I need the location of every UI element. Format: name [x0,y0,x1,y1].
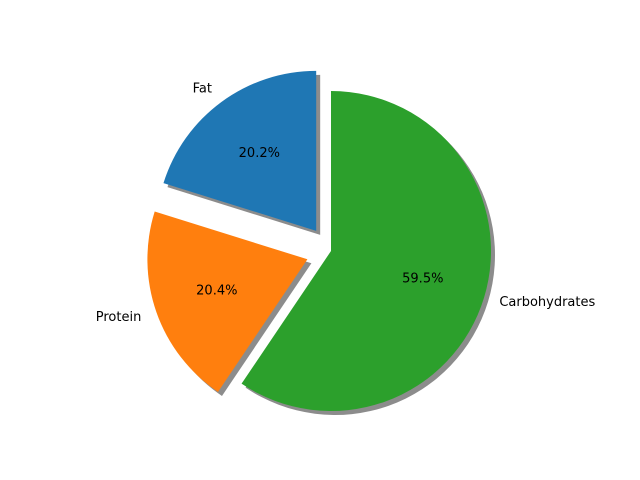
pie-category-label-fat: Fat [193,82,212,97]
pie-category-label-protein: Protein [96,310,142,325]
pie-slice-protein [147,211,308,392]
pie-percent-label-protein: 20.4% [196,284,237,299]
slice-layer [147,70,491,411]
pie-slice-carbohydrates [241,91,491,411]
pie-percent-label-carbohydrates: 59.5% [402,272,443,287]
label-layer: 20.2% Fat 20.4% Protein 59.5% Carbohydrates [96,82,596,325]
pie-category-label-carbohydrates: Carbohydrates [499,295,595,310]
pie-percent-label-fat: 20.2% [239,146,280,161]
pie-slice-fat [163,70,317,231]
